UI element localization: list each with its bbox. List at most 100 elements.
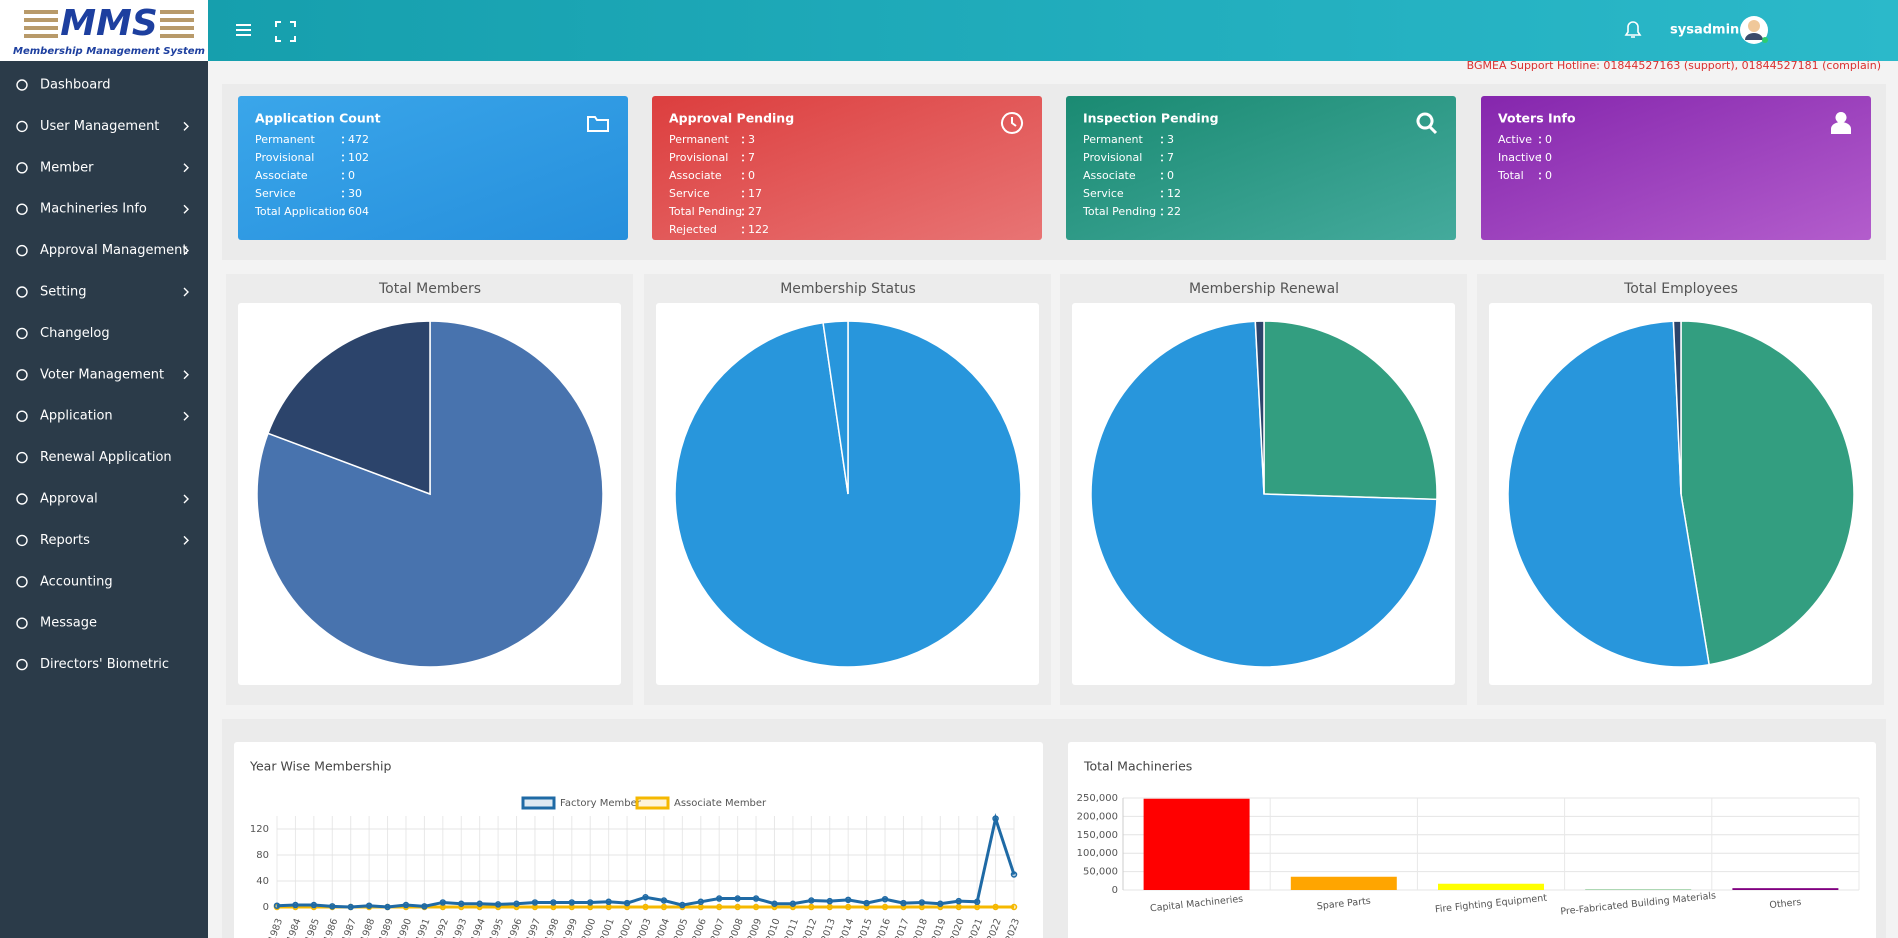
avatar-body xyxy=(1745,33,1763,40)
avatar[interactable] xyxy=(1740,16,1768,44)
menu-chevron xyxy=(183,287,189,297)
card-title: Inspection Pending xyxy=(1083,111,1219,126)
separator-dot xyxy=(742,226,744,229)
menu-label: Member xyxy=(40,160,94,175)
menu-item[interactable]: User Management xyxy=(16,119,189,134)
chart-title: Total Machineries xyxy=(1083,759,1192,774)
series-point xyxy=(439,899,447,906)
card-row-value: 3 xyxy=(1167,133,1174,146)
card-row-label: Total Pending xyxy=(1082,205,1156,218)
menu-icon xyxy=(16,203,28,215)
menu-item[interactable]: Accounting xyxy=(16,574,113,589)
separator-dot xyxy=(342,195,344,198)
menu-item[interactable]: Setting xyxy=(16,285,189,300)
menu-chevron xyxy=(183,204,189,214)
logo[interactable]: MMS Membership Management System xyxy=(13,3,205,57)
separator-dot xyxy=(1539,172,1541,175)
menu-label: Application xyxy=(40,409,113,424)
card-row-value: 122 xyxy=(748,223,769,236)
menu-item[interactable]: Machineries Info xyxy=(16,202,189,217)
card-row-value: 22 xyxy=(1167,205,1181,218)
card-row-value: 102 xyxy=(348,151,369,164)
menu-toggle[interactable] xyxy=(236,24,251,36)
stat-card[interactable] xyxy=(1066,96,1456,240)
separator-dot xyxy=(742,159,744,162)
x-tick-label: Others xyxy=(1769,897,1802,911)
separator-dot xyxy=(1161,141,1163,144)
card-row-value: 0 xyxy=(1545,151,1552,164)
notification-bell[interactable] xyxy=(1624,21,1642,38)
menu-item[interactable]: Approval xyxy=(16,492,189,507)
y-tick-label: 0 xyxy=(1112,885,1118,896)
menu-icon xyxy=(16,451,28,464)
series-point xyxy=(955,897,962,905)
menu-icon xyxy=(16,658,28,671)
menu-label: Reports xyxy=(40,533,90,548)
y-tick-label: 150,000 xyxy=(1077,830,1118,841)
card-row-label: Permanent xyxy=(1083,133,1144,146)
separator-dot xyxy=(342,177,344,180)
fullscreen-button[interactable] xyxy=(275,21,296,42)
menu-label: Accounting xyxy=(40,574,113,589)
separator-dot xyxy=(1161,159,1163,162)
bar xyxy=(1438,883,1544,890)
separator-dot xyxy=(1539,136,1541,139)
logo-stripe xyxy=(24,18,58,22)
menu-item[interactable]: Reports xyxy=(16,533,189,548)
series-point xyxy=(973,898,981,906)
menu-chevron xyxy=(183,535,189,545)
separator-dot xyxy=(1539,159,1541,162)
card-row-label: Permanent xyxy=(255,133,316,146)
menu-item[interactable]: Directors' Biometric xyxy=(16,657,169,672)
y-tick-label: 50,000 xyxy=(1083,867,1118,878)
card-row-value: 0 xyxy=(348,169,355,182)
sidebar xyxy=(0,0,208,938)
menu-label: Directors' Biometric xyxy=(40,657,169,672)
y-tick-label: 80 xyxy=(256,850,269,861)
chart-title: Total Employees xyxy=(1623,281,1738,297)
stat-card[interactable] xyxy=(238,96,628,240)
card-row-label: Inactive xyxy=(1498,151,1542,164)
series-point xyxy=(623,899,631,907)
menu-item[interactable]: Approval Management xyxy=(16,243,189,258)
card-row-label: Permanent xyxy=(669,133,730,146)
bar xyxy=(1290,876,1397,890)
menu-item[interactable]: Voter Management xyxy=(16,367,189,382)
menu-item[interactable]: Application xyxy=(16,409,189,424)
menu-chevron xyxy=(183,411,189,421)
menu-item[interactable]: Changelog xyxy=(16,326,110,341)
separator-dot xyxy=(1161,177,1163,180)
menu-icon xyxy=(16,576,28,588)
legend-label: Factory Member xyxy=(560,798,642,809)
series-point xyxy=(586,899,594,906)
bar xyxy=(1732,888,1839,890)
series-point xyxy=(900,899,907,907)
series-point xyxy=(715,903,723,911)
separator-dot xyxy=(1161,136,1163,139)
separator-dot xyxy=(1539,141,1541,144)
card-row-value: 472 xyxy=(348,133,369,146)
menu-item[interactable]: Dashboard xyxy=(16,78,111,93)
stat-card[interactable] xyxy=(1481,96,1871,240)
bar xyxy=(1143,798,1250,890)
menu-label: Approval Management xyxy=(40,243,187,258)
stat-card[interactable] xyxy=(652,96,1042,240)
menu-item[interactable]: Member xyxy=(16,160,189,175)
card-row-label: Provisional xyxy=(669,151,728,164)
card-row-value: 17 xyxy=(748,187,762,200)
separator-dot xyxy=(742,231,744,234)
card-row-value: 3 xyxy=(748,133,755,146)
separator-dot xyxy=(1161,172,1163,175)
menu-item[interactable]: Message xyxy=(16,616,97,631)
pie-slice xyxy=(1263,320,1438,501)
series-point xyxy=(329,903,336,910)
series-point xyxy=(992,815,999,822)
user-name[interactable]: sysadmin xyxy=(1670,23,1739,38)
menu-item[interactable]: Renewal Application xyxy=(16,450,172,465)
series-point xyxy=(826,897,833,905)
series-point xyxy=(568,899,576,906)
series-point xyxy=(918,899,926,906)
separator-dot xyxy=(342,208,344,211)
series-point xyxy=(789,900,797,907)
